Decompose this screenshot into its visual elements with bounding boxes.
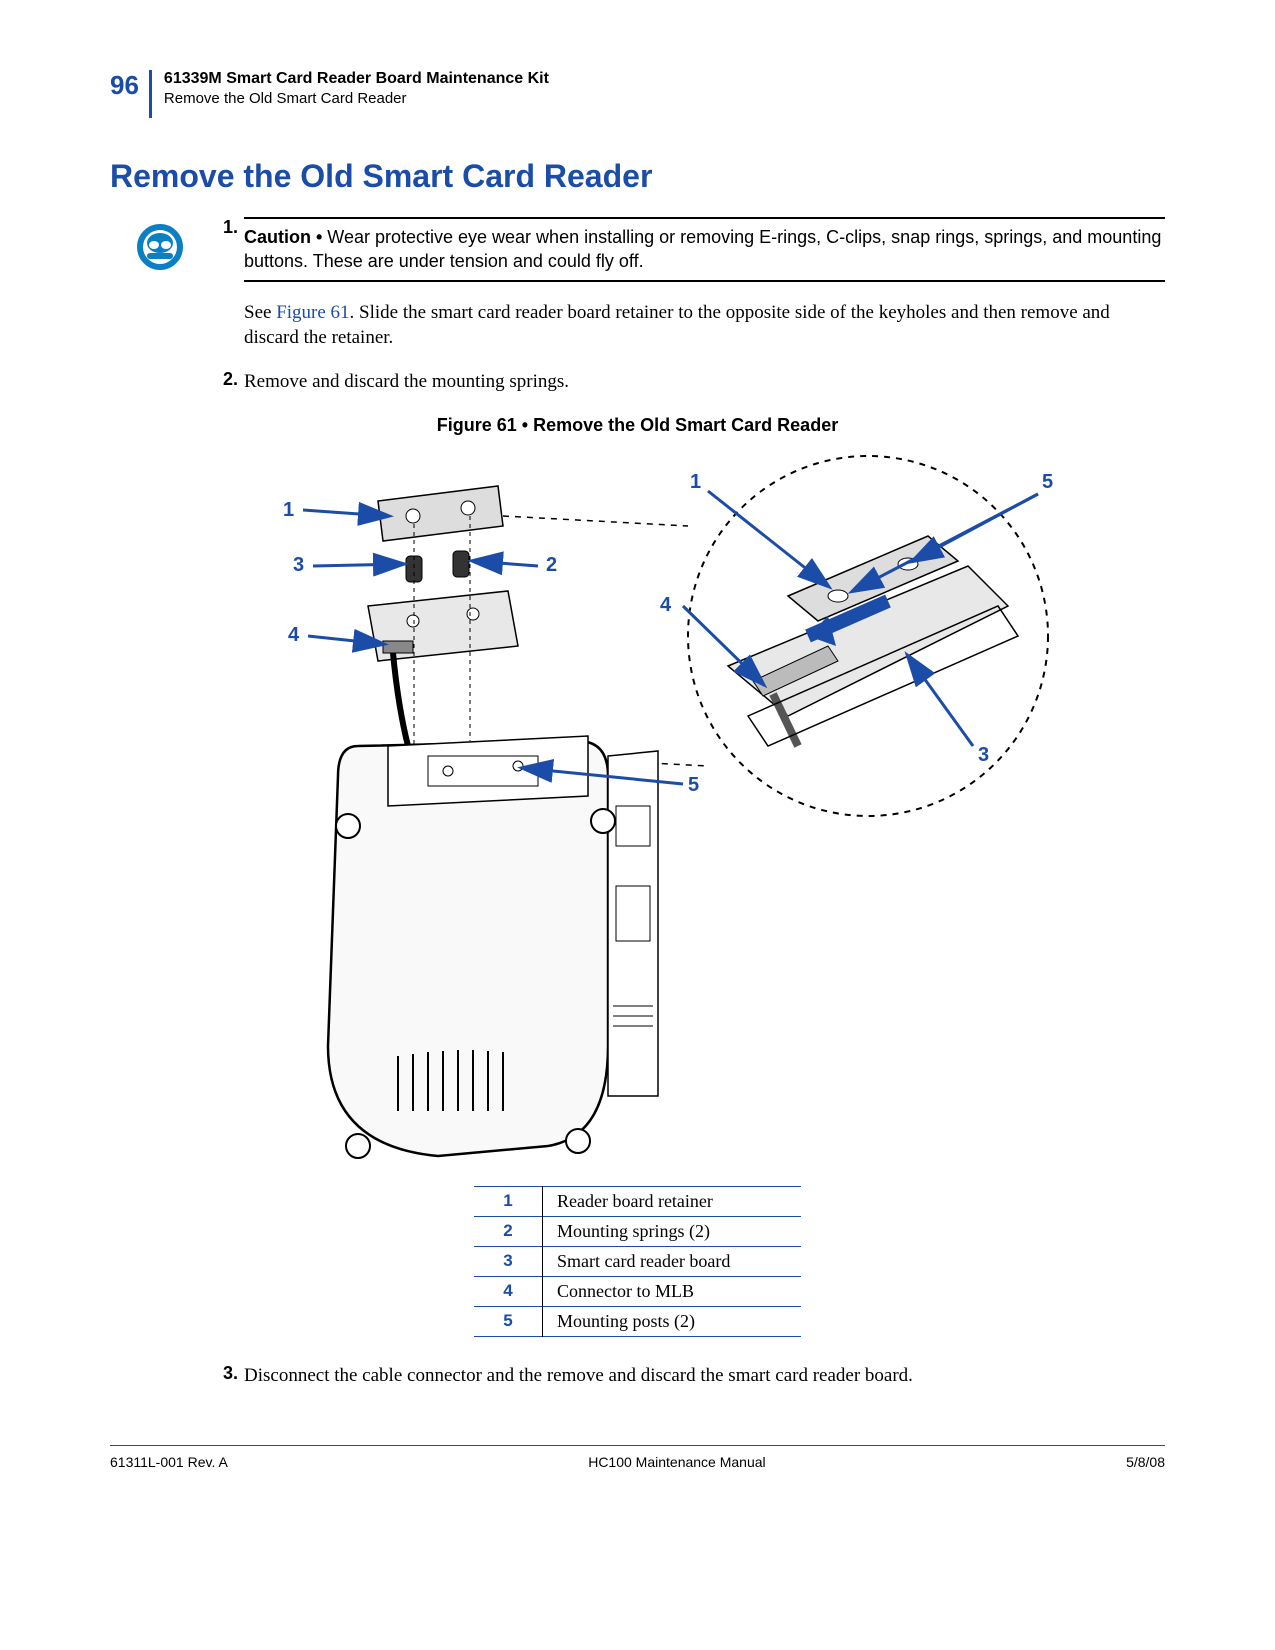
step-1-row: 1. Caution • Wear protective eye wear wh… (110, 217, 1165, 351)
callout-r-3: 3 (978, 744, 989, 766)
legend-row: 3Smart card reader board (474, 1246, 801, 1276)
section-title: Remove the Old Smart Card Reader (110, 158, 1165, 195)
eye-protection-icon (136, 223, 184, 271)
step-2-number: 2. (210, 369, 244, 390)
legend-row: 1Reader board retainer (474, 1186, 801, 1216)
legend-row: 2Mounting springs (2) (474, 1216, 801, 1246)
legend-row: 4Connector to MLB (474, 1276, 801, 1306)
step-2-text: Remove and discard the mounting springs. (244, 369, 1165, 395)
step-3-text: Disconnect the cable connector and the r… (244, 1363, 1165, 1389)
header-subtitle: Remove the Old Smart Card Reader (164, 90, 549, 107)
footer-left: 61311L-001 Rev. A (110, 1454, 228, 1470)
callout-l-2: 2 (546, 554, 557, 576)
figure-caption: Figure 61 • Remove the Old Smart Card Re… (110, 415, 1165, 436)
callout-r-4: 4 (660, 594, 672, 616)
page-header: 96 61339M Smart Card Reader Board Mainte… (110, 70, 1165, 118)
callout-r-1: 1 (690, 471, 701, 493)
header-title: 61339M Smart Card Reader Board Maintenan… (164, 70, 549, 88)
callout-r-5: 5 (1042, 471, 1053, 493)
step-1-post: . Slide the smart card reader board reta… (244, 302, 1110, 349)
callout-l-4: 4 (288, 624, 300, 646)
header-divider (149, 70, 152, 118)
caution-label: Caution • (244, 227, 327, 247)
step-1-number: 1. (210, 217, 244, 238)
caution-text: Wear protective eye wear when installing… (244, 227, 1161, 271)
footer-right: 5/8/08 (1126, 1454, 1165, 1470)
callout-l-3: 3 (293, 554, 304, 576)
caution-box: Caution • Wear protective eye wear when … (244, 217, 1165, 282)
legend-table: 1Reader board retainer 2Mounting springs… (474, 1186, 801, 1337)
figure-diagram: 1 5 4 3 (188, 446, 1088, 1166)
page-footer: 61311L-001 Rev. A HC100 Maintenance Manu… (110, 1445, 1165, 1470)
callout-l-5: 5 (688, 774, 699, 796)
figure-link[interactable]: Figure 61 (276, 302, 349, 323)
step-3-number: 3. (210, 1363, 244, 1384)
legend-row: 5Mounting posts (2) (474, 1306, 801, 1336)
step-3-row: 3. Disconnect the cable connector and th… (110, 1363, 1165, 1389)
step-2-row: 2. Remove and discard the mounting sprin… (110, 369, 1165, 395)
page-number: 96 (110, 70, 139, 101)
callout-l-1: 1 (283, 499, 294, 521)
step-1-body: See Figure 61. Slide the smart card read… (244, 300, 1165, 351)
step-1-pre: See (244, 302, 276, 323)
header-text: 61339M Smart Card Reader Board Maintenan… (164, 70, 549, 107)
footer-center: HC100 Maintenance Manual (588, 1454, 765, 1470)
